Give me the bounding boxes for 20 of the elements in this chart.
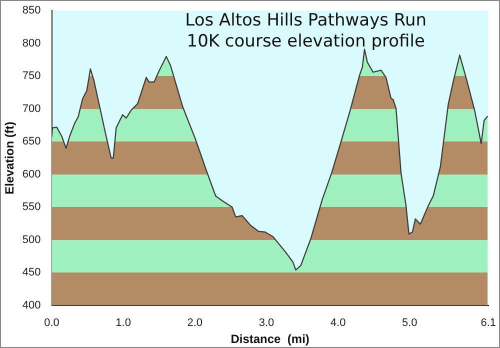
text: Los Altos Hills Pathways Run 10K course elevation profile (185, 10, 426, 52)
y-tick-label: 400 (22, 299, 41, 312)
x-tick-label: 1.0 (116, 317, 131, 330)
x-tick-label: 2.0 (187, 317, 203, 330)
x-tick-label: 5.0 (402, 317, 418, 330)
x-tick-label: 4.0 (330, 317, 346, 330)
x-tick-label: 3.0 (258, 317, 274, 330)
x-tick-label: 6.1 (480, 317, 496, 330)
y-tick-label: 450 (22, 266, 41, 279)
y-tick-label: 600 (22, 168, 41, 180)
y-tick-label: 650 (22, 136, 41, 148)
y-tick-label: 800 (22, 37, 41, 50)
y-tick-label: 750 (22, 70, 41, 82)
y-tick-label: 700 (22, 102, 41, 115)
y-tick-label: 500 (22, 234, 41, 246)
y-axis-title: Elevation (ft) (2, 122, 17, 194)
x-axis-title: Distance (mi) (230, 332, 310, 346)
y-tick-label: 550 (22, 201, 41, 214)
x-tick-label: 0.0 (44, 317, 60, 330)
y-tick-label: 850 (22, 4, 41, 17)
